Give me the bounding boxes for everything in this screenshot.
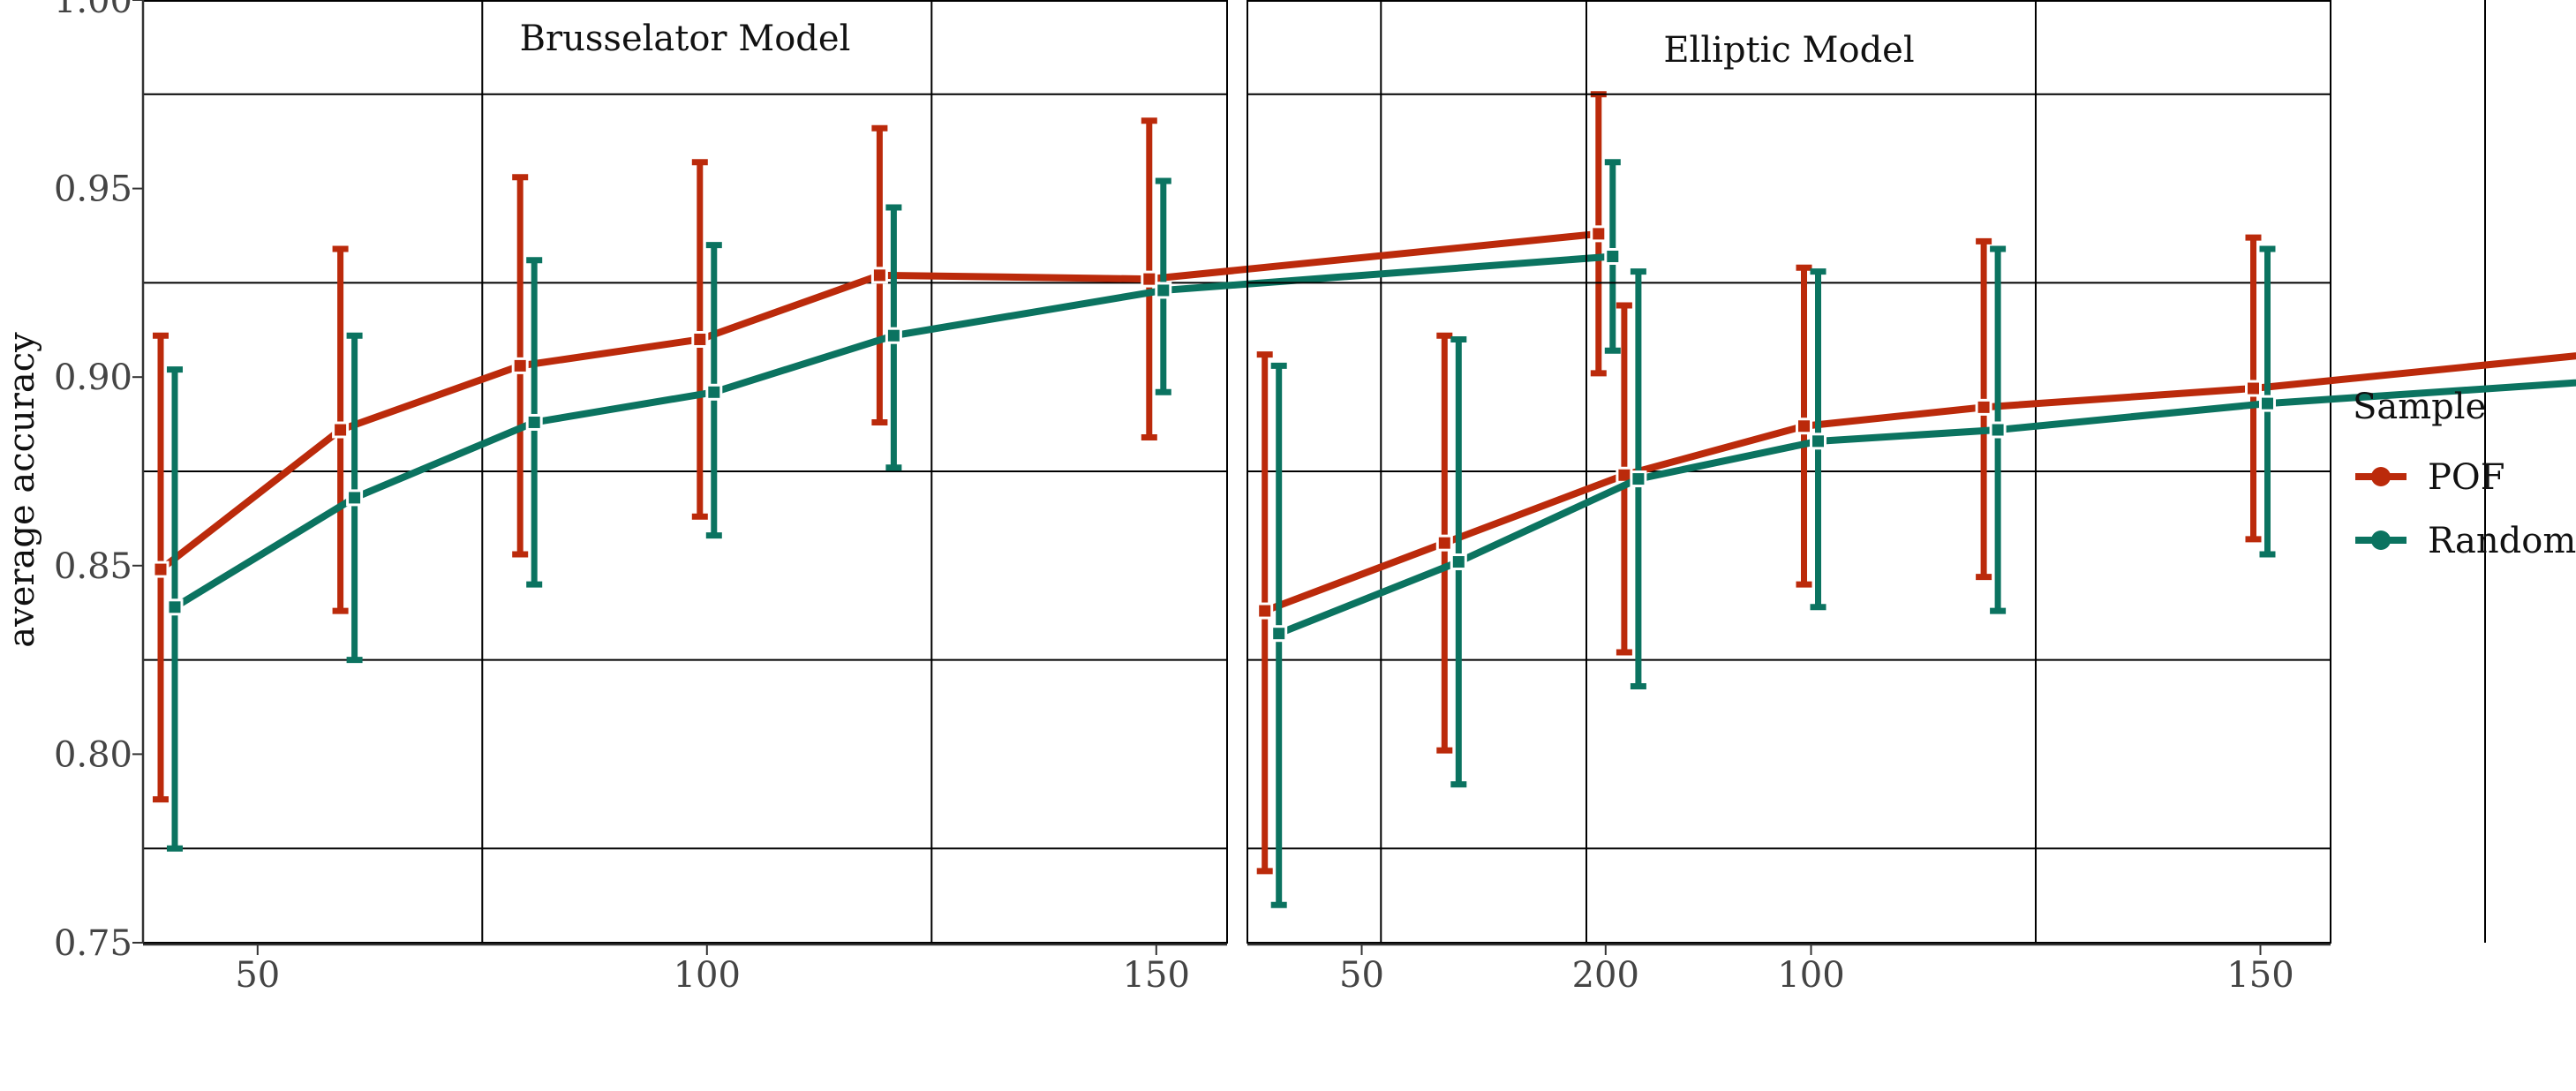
y-tick-label: 0.95 <box>54 169 132 210</box>
series-random <box>166 159 1622 852</box>
x-tick-label: 200 <box>1572 955 1639 996</box>
data-point <box>1796 418 1812 435</box>
data-point <box>332 421 350 439</box>
panel: 50 100 150 200 Elliptic Model <box>1247 0 2576 996</box>
legend-key-point <box>2371 467 2391 486</box>
data-point <box>1155 282 1172 299</box>
x-tick-label: 100 <box>674 955 741 996</box>
data-point <box>1810 433 1827 450</box>
legend: Sample POF Random <box>2353 387 2576 561</box>
data-point <box>525 413 543 431</box>
y-tick-label: 0.85 <box>54 546 132 587</box>
panel-title: Elliptic Model <box>1663 30 1914 71</box>
data-point <box>870 267 888 284</box>
data-point <box>2259 395 2276 412</box>
y-tick-label: 0.90 <box>54 357 132 398</box>
data-point <box>705 383 723 401</box>
data-point <box>346 489 364 507</box>
y-axis-title: average accuracy <box>2 332 42 648</box>
x-tick-label: 150 <box>2226 955 2294 996</box>
data-point <box>2245 380 2262 397</box>
data-point <box>1141 270 1158 288</box>
data-point <box>1989 421 2007 439</box>
data-point <box>1450 553 1467 571</box>
legend-label: POF <box>2428 457 2504 498</box>
legend-label: Random <box>2428 521 2576 561</box>
y-tick-label: 0.75 <box>54 923 132 964</box>
data-point <box>511 357 529 374</box>
y-tick-label: 0.80 <box>54 734 132 775</box>
data-point <box>166 598 184 616</box>
x-tick-label: 100 <box>1777 955 1844 996</box>
series-pof <box>152 91 1608 803</box>
panel: 50 100 150 200 Brusselator Model <box>142 0 1639 996</box>
x-tick-label: 50 <box>1339 955 1384 996</box>
x-tick-label: 50 <box>235 955 280 996</box>
data-point <box>1256 602 1274 620</box>
data-point <box>1630 470 1647 488</box>
y-axis: 0.75 0.80 0.85 0.90 0.95 1.00 <box>54 0 145 964</box>
data-point <box>1604 247 1622 265</box>
legend-key-point <box>2371 530 2391 550</box>
data-point <box>1590 225 1608 243</box>
x-tick-label: 150 <box>1123 955 1190 996</box>
data-point <box>1975 398 1992 416</box>
series-pof <box>1256 234 2576 875</box>
data-point <box>1435 534 1453 552</box>
data-point <box>885 327 902 344</box>
legend-title: Sample <box>2353 387 2486 427</box>
y-tick-label: 1.00 <box>54 0 132 21</box>
data-point <box>691 330 709 348</box>
panel-title: Brusselator Model <box>520 19 851 59</box>
data-point <box>1270 625 1288 643</box>
series-random <box>1270 245 2576 908</box>
data-point <box>152 561 169 578</box>
